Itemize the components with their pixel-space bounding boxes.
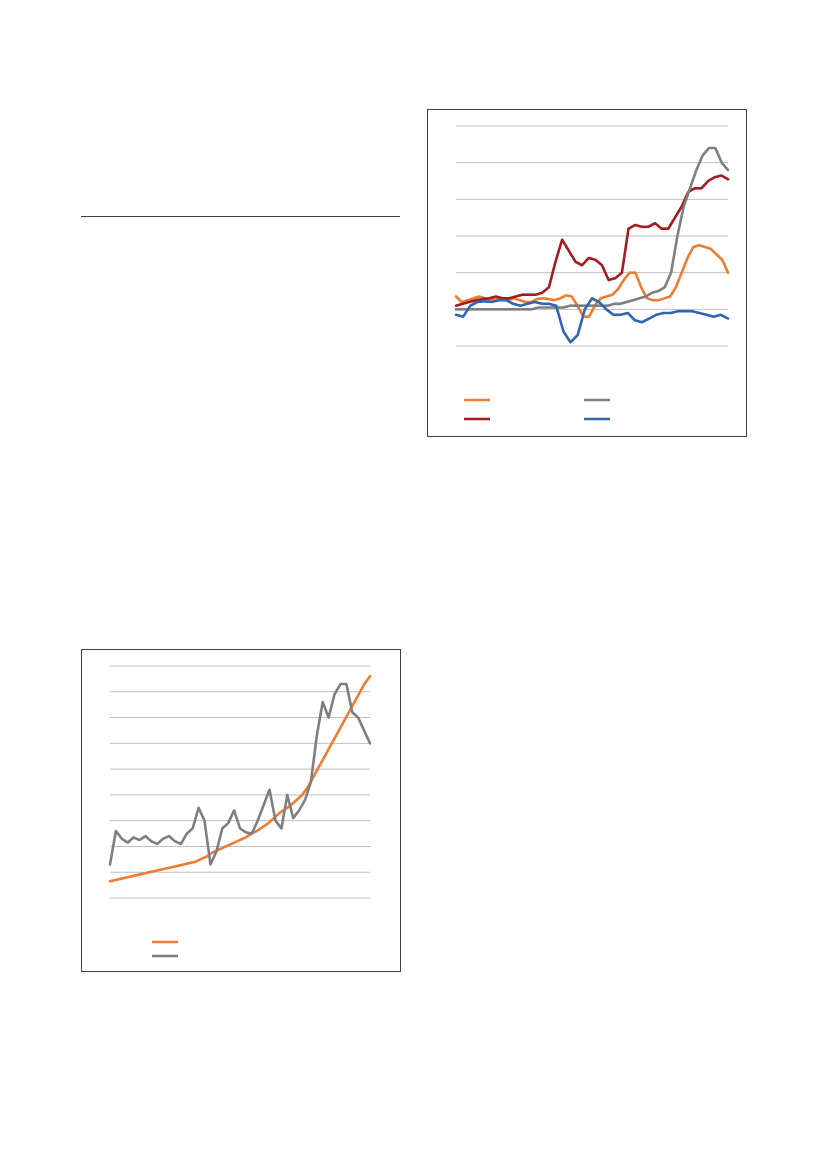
chart-right-svg	[454, 125, 730, 421]
series-line-2	[108, 682, 372, 866]
series-line-1	[108, 675, 372, 883]
line-chart-left	[81, 649, 401, 972]
series-line-2	[454, 174, 730, 307]
gridlines	[110, 665, 370, 899]
series-line-4	[454, 297, 730, 344]
series-line-3	[454, 146, 730, 311]
chart-left-svg	[108, 665, 372, 958]
horizontal-divider	[81, 216, 400, 217]
line-chart-right	[427, 109, 747, 437]
